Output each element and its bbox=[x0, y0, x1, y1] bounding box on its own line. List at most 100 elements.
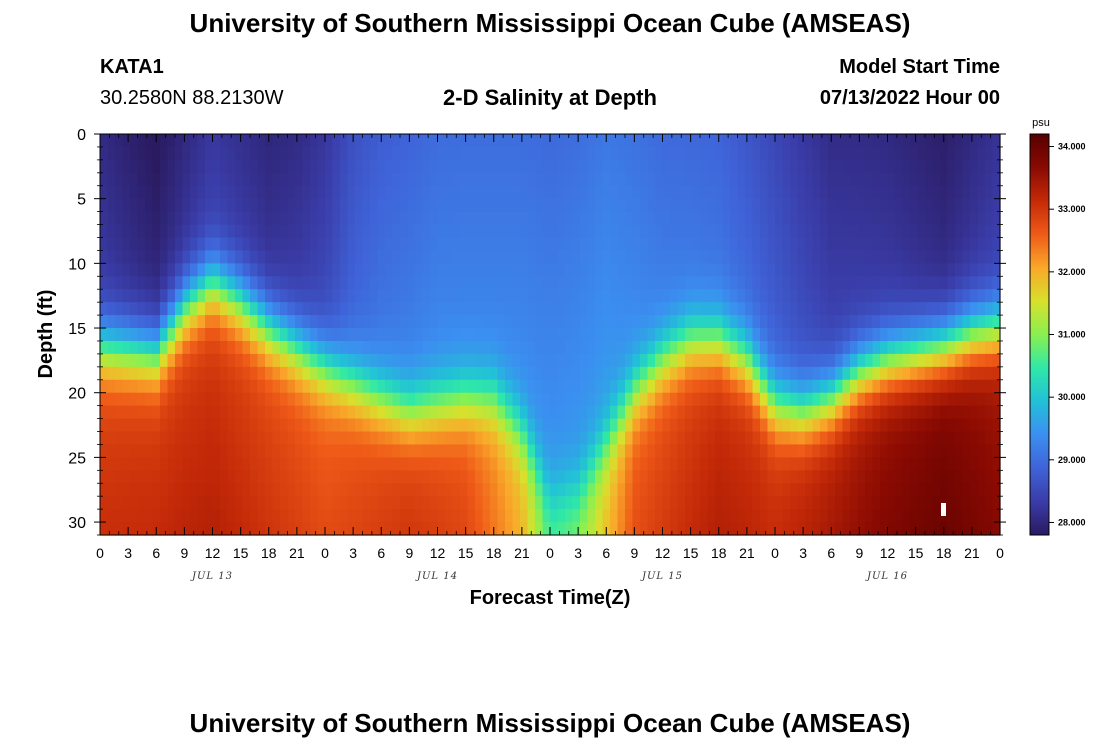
heatmap-cell bbox=[550, 134, 559, 148]
heatmap-cell bbox=[610, 431, 619, 446]
heatmap-cell bbox=[220, 172, 229, 187]
heatmap-cell bbox=[857, 418, 866, 433]
heatmap-cell bbox=[580, 302, 589, 316]
heatmap-cell bbox=[580, 405, 589, 420]
heatmap-cell bbox=[122, 509, 131, 523]
heatmap-cell bbox=[640, 146, 649, 161]
heatmap-cell bbox=[152, 509, 161, 523]
heatmap-cell bbox=[295, 483, 304, 497]
heatmap-cell bbox=[295, 509, 304, 523]
heatmap-cell bbox=[452, 457, 461, 471]
heatmap-cell bbox=[527, 134, 536, 148]
heatmap-cell bbox=[130, 340, 139, 355]
heatmap-cell bbox=[625, 237, 634, 252]
heatmap-cell bbox=[707, 522, 716, 536]
heatmap-cell bbox=[182, 172, 191, 187]
heatmap-cell bbox=[430, 353, 439, 368]
heatmap-cell bbox=[227, 302, 236, 316]
heatmap-cell bbox=[670, 457, 679, 471]
heatmap-cell bbox=[190, 172, 199, 187]
heatmap-cell bbox=[527, 198, 536, 213]
heatmap-cell bbox=[115, 340, 124, 355]
heatmap-cell bbox=[865, 146, 874, 161]
heatmap-cell bbox=[910, 224, 919, 239]
heatmap-cell bbox=[197, 315, 206, 329]
heatmap-cell bbox=[797, 496, 806, 510]
heatmap-cell bbox=[122, 198, 131, 213]
heatmap-cell bbox=[775, 496, 784, 510]
heatmap-cell bbox=[332, 405, 341, 420]
heatmap-cell bbox=[400, 198, 409, 213]
heatmap-cell bbox=[775, 159, 784, 174]
heatmap-cell bbox=[482, 211, 491, 226]
heatmap-cell bbox=[242, 198, 251, 213]
heatmap-cell bbox=[467, 418, 476, 433]
heatmap-cell bbox=[362, 457, 371, 471]
heatmap-cell bbox=[745, 302, 754, 316]
heatmap-cell bbox=[722, 172, 731, 187]
heatmap-cell bbox=[962, 224, 971, 239]
heatmap-cell bbox=[715, 224, 724, 239]
heatmap-cell bbox=[415, 134, 424, 148]
heatmap-cell bbox=[227, 276, 236, 290]
heatmap-cell bbox=[475, 431, 484, 446]
heatmap-cell bbox=[805, 224, 814, 239]
heatmap-cell bbox=[347, 315, 356, 329]
heatmap-cell bbox=[512, 302, 521, 316]
heatmap-cell bbox=[512, 418, 521, 433]
heatmap-cell bbox=[490, 185, 499, 200]
heatmap-cell bbox=[572, 353, 581, 368]
heatmap-cell bbox=[310, 185, 319, 200]
heatmap-cell bbox=[152, 146, 161, 161]
heatmap-cell bbox=[505, 211, 514, 226]
heatmap-cell bbox=[872, 328, 881, 342]
heatmap-cell bbox=[805, 315, 814, 329]
heatmap-cell bbox=[835, 146, 844, 161]
heatmap-cell bbox=[385, 444, 394, 458]
heatmap-cell bbox=[205, 405, 214, 420]
heatmap-cell bbox=[557, 431, 566, 446]
heatmap-cell bbox=[737, 263, 746, 277]
heatmap-cell bbox=[715, 250, 724, 264]
x-tick-label: 12 bbox=[205, 545, 221, 561]
heatmap-cell bbox=[857, 250, 866, 264]
heatmap-cell bbox=[520, 185, 529, 200]
heatmap-cell bbox=[542, 302, 551, 316]
heatmap-cell bbox=[520, 134, 529, 148]
heatmap-cell bbox=[527, 263, 536, 277]
heatmap-cell bbox=[257, 366, 266, 381]
heatmap-cell bbox=[392, 146, 401, 161]
heatmap-cell bbox=[422, 250, 431, 264]
heatmap-cell bbox=[152, 276, 161, 290]
heatmap-cell bbox=[130, 379, 139, 394]
heatmap-cell bbox=[752, 263, 761, 277]
heatmap-cell bbox=[580, 276, 589, 290]
heatmap-cell bbox=[985, 289, 994, 303]
heatmap-cell bbox=[325, 198, 334, 213]
heatmap-cell bbox=[422, 134, 431, 148]
heatmap-cell bbox=[902, 237, 911, 252]
heatmap-cell bbox=[137, 315, 146, 329]
heatmap-cell bbox=[985, 496, 994, 510]
heatmap-cell bbox=[452, 340, 461, 355]
heatmap-cell bbox=[820, 198, 829, 213]
heatmap-cell bbox=[730, 185, 739, 200]
heatmap-cell bbox=[655, 185, 664, 200]
heatmap-cell bbox=[565, 198, 574, 213]
heatmap-cell bbox=[752, 328, 761, 342]
heatmap-cell bbox=[302, 509, 311, 523]
heatmap-cell bbox=[107, 211, 116, 226]
heatmap-cell bbox=[182, 302, 191, 316]
heatmap-cell bbox=[520, 224, 529, 239]
heatmap-cell bbox=[827, 211, 836, 226]
heatmap-cell bbox=[325, 276, 334, 290]
heatmap-cell bbox=[235, 418, 244, 433]
heatmap-cell bbox=[595, 392, 604, 407]
heatmap-cell bbox=[820, 328, 829, 342]
heatmap-cell bbox=[430, 470, 439, 484]
heatmap-cell bbox=[767, 302, 776, 316]
heatmap-cell bbox=[272, 483, 281, 497]
heatmap-cell bbox=[910, 340, 919, 355]
heatmap-cell bbox=[325, 405, 334, 420]
heatmap-cell bbox=[970, 470, 979, 484]
